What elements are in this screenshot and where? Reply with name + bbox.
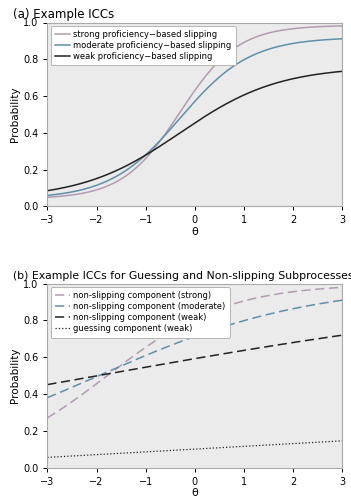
weak proficiency−based slipping xyxy=(179,130,183,136)
Line: moderate proficiency−based slipping: moderate proficiency−based slipping xyxy=(47,39,342,196)
non-slipping component (moderate) xyxy=(121,362,125,368)
guessing component (weak) xyxy=(98,452,102,458)
guessing component (weak) xyxy=(340,438,344,444)
strong proficiency−based slipping xyxy=(179,108,183,114)
weak proficiency−based slipping xyxy=(340,68,344,74)
guessing component (weak) xyxy=(219,444,223,450)
weak proficiency−based slipping xyxy=(98,174,102,180)
non-slipping component (strong) xyxy=(340,284,344,290)
Text: (b) Example ICCs for Guessing and Non-slipping Subprocesses: (b) Example ICCs for Guessing and Non-sl… xyxy=(13,272,351,281)
guessing component (weak) xyxy=(242,444,246,450)
non-slipping component (weak) xyxy=(45,382,49,388)
strong proficiency−based slipping xyxy=(98,186,102,192)
strong proficiency−based slipping xyxy=(242,40,246,46)
X-axis label: θ: θ xyxy=(191,488,198,498)
non-slipping component (moderate) xyxy=(242,318,246,324)
non-slipping component (strong) xyxy=(267,292,271,298)
non-slipping component (moderate) xyxy=(45,394,49,400)
non-slipping component (strong) xyxy=(98,378,102,384)
strong proficiency−based slipping xyxy=(340,23,344,29)
non-slipping component (moderate) xyxy=(179,338,183,344)
guessing component (weak) xyxy=(45,454,49,460)
non-slipping component (strong) xyxy=(45,415,49,421)
Legend: strong proficiency−based slipping, moderate proficiency−based slipping, weak pro: strong proficiency−based slipping, moder… xyxy=(51,26,236,66)
Line: weak proficiency−based slipping: weak proficiency−based slipping xyxy=(47,72,342,190)
non-slipping component (strong) xyxy=(179,322,183,328)
weak proficiency−based slipping xyxy=(121,164,125,170)
Line: non-slipping component (weak): non-slipping component (weak) xyxy=(47,335,342,384)
guessing component (weak) xyxy=(267,442,271,448)
non-slipping component (weak) xyxy=(98,372,102,378)
non-slipping component (weak) xyxy=(179,358,183,364)
non-slipping component (weak) xyxy=(219,351,223,357)
Line: guessing component (weak): guessing component (weak) xyxy=(47,441,342,458)
weak proficiency−based slipping xyxy=(45,188,49,194)
strong proficiency−based slipping xyxy=(267,30,271,36)
moderate proficiency−based slipping xyxy=(242,56,246,62)
strong proficiency−based slipping xyxy=(219,56,223,62)
Line: non-slipping component (strong): non-slipping component (strong) xyxy=(47,288,342,418)
non-slipping component (moderate) xyxy=(219,324,223,330)
weak proficiency−based slipping xyxy=(242,92,246,98)
non-slipping component (moderate) xyxy=(98,372,102,378)
moderate proficiency−based slipping xyxy=(267,46,271,52)
moderate proficiency−based slipping xyxy=(219,72,223,78)
moderate proficiency−based slipping xyxy=(179,114,183,120)
moderate proficiency−based slipping xyxy=(121,170,125,175)
strong proficiency−based slipping xyxy=(121,174,125,180)
non-slipping component (weak) xyxy=(267,343,271,349)
non-slipping component (strong) xyxy=(219,305,223,311)
Line: strong proficiency−based slipping: strong proficiency−based slipping xyxy=(47,26,342,198)
weak proficiency−based slipping xyxy=(219,104,223,110)
guessing component (weak) xyxy=(179,447,183,453)
X-axis label: θ: θ xyxy=(191,227,198,237)
non-slipping component (strong) xyxy=(242,298,246,304)
Text: (a) Example ICCs: (a) Example ICCs xyxy=(13,8,115,22)
guessing component (weak) xyxy=(121,450,125,456)
non-slipping component (strong) xyxy=(121,360,125,366)
non-slipping component (moderate) xyxy=(340,297,344,303)
moderate proficiency−based slipping xyxy=(98,181,102,187)
non-slipping component (weak) xyxy=(242,348,246,354)
weak proficiency−based slipping xyxy=(267,82,271,88)
Legend: non-slipping component (strong), non-slipping component (moderate), non-slipping: non-slipping component (strong), non-sli… xyxy=(51,287,230,338)
strong proficiency−based slipping xyxy=(45,194,49,200)
Y-axis label: Probability: Probability xyxy=(10,348,20,404)
non-slipping component (moderate) xyxy=(267,311,271,317)
non-slipping component (weak) xyxy=(121,368,125,374)
moderate proficiency−based slipping xyxy=(340,36,344,42)
Line: non-slipping component (moderate): non-slipping component (moderate) xyxy=(47,300,342,398)
non-slipping component (weak) xyxy=(340,332,344,338)
moderate proficiency−based slipping xyxy=(45,192,49,198)
Y-axis label: Probability: Probability xyxy=(10,86,20,142)
